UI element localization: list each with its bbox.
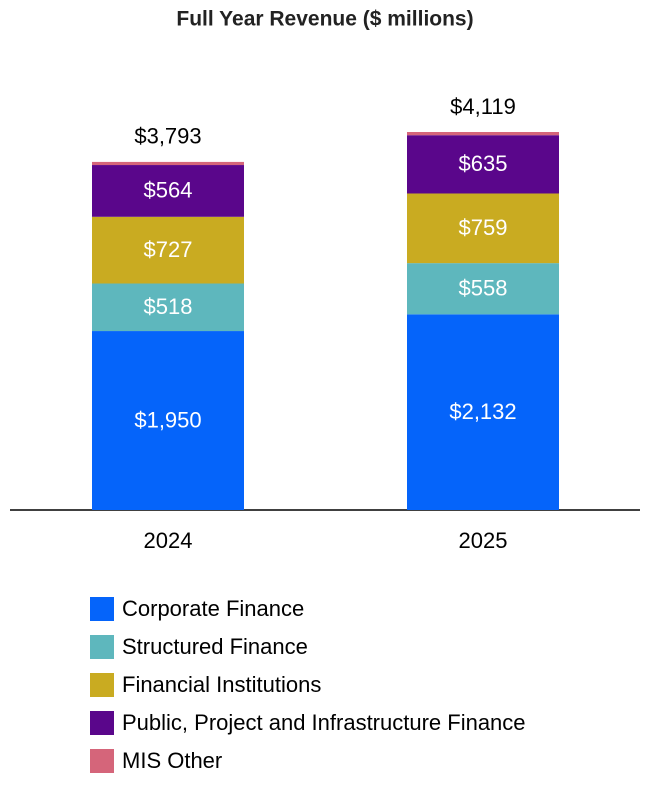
value-label: $759: [459, 215, 508, 240]
bar-segment: [92, 161, 244, 166]
legend-swatch: [90, 749, 114, 773]
total-label: $3,793: [134, 124, 201, 149]
legend-label: Corporate Finance: [122, 596, 304, 621]
value-label: $1,950: [134, 407, 201, 432]
bar-segment: [92, 331, 244, 510]
bar-segment: [92, 283, 244, 332]
bar-segment: [92, 165, 244, 217]
total-label: $4,119: [450, 94, 516, 119]
value-label: $2,132: [449, 399, 516, 424]
bar-segment: [407, 193, 559, 264]
legend-swatch: [90, 673, 114, 697]
legend-label: Financial Institutions: [122, 672, 321, 697]
value-label: $518: [144, 294, 193, 319]
x-tick-label: 2025: [459, 528, 508, 553]
x-tick-label: 2024: [144, 528, 193, 553]
bar-segment: [407, 263, 559, 315]
bar-segment: [407, 135, 559, 194]
bar-segment: [407, 314, 559, 510]
value-label: $564: [144, 178, 193, 203]
legend-label: Public, Project and Infrastructure Finan…: [122, 710, 526, 735]
value-label: $635: [459, 151, 508, 176]
bar-segment: [92, 216, 244, 284]
legend-swatch: [90, 597, 114, 621]
legend-swatch: [90, 711, 114, 735]
value-label: $558: [459, 276, 508, 301]
value-label: $727: [144, 237, 193, 262]
bar-segment: [407, 132, 559, 136]
legend-swatch: [90, 635, 114, 659]
legend-label: Structured Finance: [122, 634, 308, 659]
legend-label: MIS Other: [122, 748, 222, 773]
chart-title: Full Year Revenue ($ millions): [176, 8, 473, 31]
